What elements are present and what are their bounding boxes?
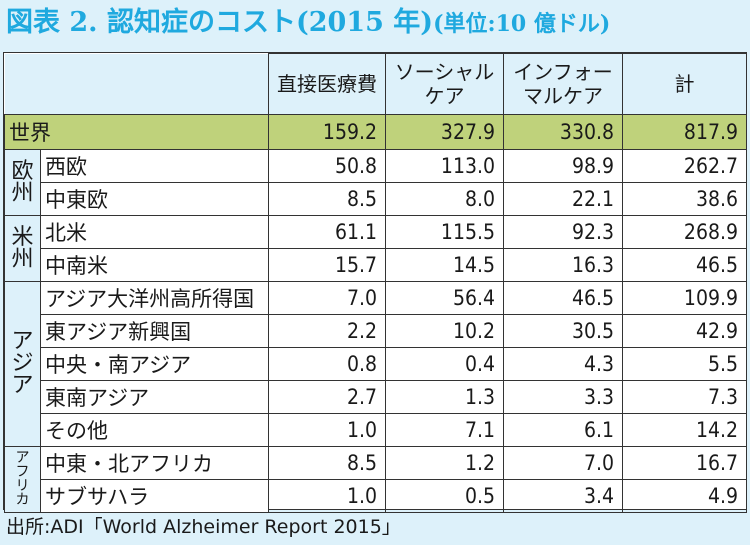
row-label: その他 bbox=[40, 413, 269, 447]
cell-social: 8.0 bbox=[385, 182, 504, 216]
table-row: サブサハラ 1.0 0.5 3.4 4.9 bbox=[5, 479, 747, 513]
cell-total: 268.9 bbox=[622, 215, 747, 249]
cell-informal: 98.9 bbox=[503, 149, 623, 183]
cell-medical: 1.0 bbox=[268, 479, 386, 513]
cell-medical: 2.7 bbox=[268, 380, 386, 414]
cell-total: 4.9 bbox=[622, 479, 747, 513]
cell-medical: 8.5 bbox=[268, 446, 386, 480]
figure-title: 図表 2. 認知症のコスト(2015 年)(単位:10 億ドル) bbox=[6, 4, 746, 42]
cell-total: 7.3 bbox=[622, 380, 747, 414]
region-label-africa: アフリカ bbox=[4, 446, 41, 513]
table-row: 中央・南アジア 0.8 0.4 4.3 5.5 bbox=[5, 347, 747, 381]
cell-social: 7.1 bbox=[385, 413, 504, 447]
cell-social: 10.2 bbox=[385, 314, 504, 348]
table-header-row: 直接医療費 ソーシャルケア インフォーマルケア 計 bbox=[4, 53, 747, 115]
cell-informal: 92.3 bbox=[503, 215, 623, 249]
cell-total: 817.9 bbox=[622, 114, 747, 150]
cell-total: 16.7 bbox=[622, 446, 747, 480]
cell-informal: 16.3 bbox=[503, 248, 623, 282]
cell-medical: 159.2 bbox=[268, 114, 386, 150]
row-label: 西欧 bbox=[40, 149, 269, 183]
cell-total: 42.9 bbox=[622, 314, 747, 348]
cell-total: 46.5 bbox=[622, 248, 747, 282]
cell-medical: 0.8 bbox=[268, 347, 386, 381]
row-label: 中東・北アフリカ bbox=[40, 446, 269, 480]
table-row: 東南アジア 2.7 1.3 3.3 7.3 bbox=[5, 380, 747, 414]
table-row: アジア アジア大洋州高所得国 7.0 56.4 46.5 109.9 bbox=[4, 281, 747, 447]
row-label: アジア大洋州高所得国 bbox=[40, 281, 269, 315]
header-medical: 直接医療費 bbox=[268, 53, 386, 115]
row-label: 中東欧 bbox=[40, 182, 269, 216]
header-informal: インフォーマルケア bbox=[503, 53, 623, 115]
cell-medical: 50.8 bbox=[268, 149, 386, 183]
table-row: その他 1.0 7.1 6.1 14.2 bbox=[5, 413, 747, 447]
region-label-americas: 米州 bbox=[4, 215, 41, 282]
table-row: 東アジア新興国 2.2 10.2 30.5 42.9 bbox=[5, 314, 747, 348]
cell-medical: 8.5 bbox=[268, 182, 386, 216]
cell-total: 262.7 bbox=[622, 149, 747, 183]
row-label: 中央・南アジア bbox=[40, 347, 269, 381]
table-row-world: 世界 159.2 327.9 330.8 817.9 bbox=[4, 114, 747, 150]
cell-medical: 61.1 bbox=[268, 215, 386, 249]
row-label: 中南米 bbox=[40, 248, 269, 282]
source-note: 出所:ADI「World Alzheimer Report 2015」 bbox=[6, 516, 401, 538]
row-label: サブサハラ bbox=[40, 479, 269, 513]
cell-informal: 46.5 bbox=[503, 281, 623, 315]
cell-informal: 330.8 bbox=[503, 114, 623, 150]
cell-social: 115.5 bbox=[385, 215, 504, 249]
row-label: 北米 bbox=[40, 215, 269, 249]
cell-social: 327.9 bbox=[385, 114, 504, 150]
table-row: 米州 北米 61.1 115.5 92.3 268.9 bbox=[4, 215, 747, 282]
table-row: 中南米 15.7 14.5 16.3 46.5 bbox=[5, 248, 747, 282]
table-row: 中東欧 8.5 8.0 22.1 38.6 bbox=[5, 182, 747, 216]
cell-medical: 7.0 bbox=[268, 281, 386, 315]
cell-informal: 3.3 bbox=[503, 380, 623, 414]
cell-social: 14.5 bbox=[385, 248, 504, 282]
cell-social: 0.5 bbox=[385, 479, 504, 513]
header-total: 計 bbox=[622, 53, 747, 115]
cell-medical: 15.7 bbox=[268, 248, 386, 282]
cell-informal: 30.5 bbox=[503, 314, 623, 348]
figure-title-main: 図表 2. 認知症のコスト(2015 年) bbox=[6, 7, 434, 38]
table-row: アフリカ 中東・北アフリカ 8.5 1.2 7.0 16.7 bbox=[4, 446, 747, 513]
table-row: 欧州 西欧 50.8 113.0 98.9 262.7 bbox=[4, 149, 747, 216]
cell-social: 113.0 bbox=[385, 149, 504, 183]
cell-informal: 22.1 bbox=[503, 182, 623, 216]
cell-total: 109.9 bbox=[622, 281, 747, 315]
row-label: 東南アジア bbox=[40, 380, 269, 414]
cell-total: 5.5 bbox=[622, 347, 747, 381]
cell-informal: 3.4 bbox=[503, 479, 623, 513]
cell-social: 1.3 bbox=[385, 380, 504, 414]
cell-social: 0.4 bbox=[385, 347, 504, 381]
row-label: 世界 bbox=[4, 114, 269, 150]
figure-title-unit: (単位:10 億ドル) bbox=[433, 11, 611, 37]
cell-medical: 1.0 bbox=[268, 413, 386, 447]
row-label: 東アジア新興国 bbox=[40, 314, 269, 348]
cell-informal: 6.1 bbox=[503, 413, 623, 447]
region-label-europe: 欧州 bbox=[4, 149, 41, 216]
cell-medical: 2.2 bbox=[268, 314, 386, 348]
cell-social: 56.4 bbox=[385, 281, 504, 315]
cell-social: 1.2 bbox=[385, 446, 504, 480]
header-social: ソーシャルケア bbox=[385, 53, 504, 115]
cell-total: 38.6 bbox=[622, 182, 747, 216]
cost-table-frame: 直接医療費 ソーシャルケア インフォーマルケア 計 世界 159.2 327.9… bbox=[3, 52, 747, 513]
cell-informal: 7.0 bbox=[503, 446, 623, 480]
cell-total: 14.2 bbox=[622, 413, 747, 447]
cost-table: 直接医療費 ソーシャルケア インフォーマルケア 計 世界 159.2 327.9… bbox=[4, 53, 747, 513]
region-label-asia: アジア bbox=[4, 281, 41, 447]
header-corner bbox=[4, 53, 269, 115]
cell-informal: 4.3 bbox=[503, 347, 623, 381]
